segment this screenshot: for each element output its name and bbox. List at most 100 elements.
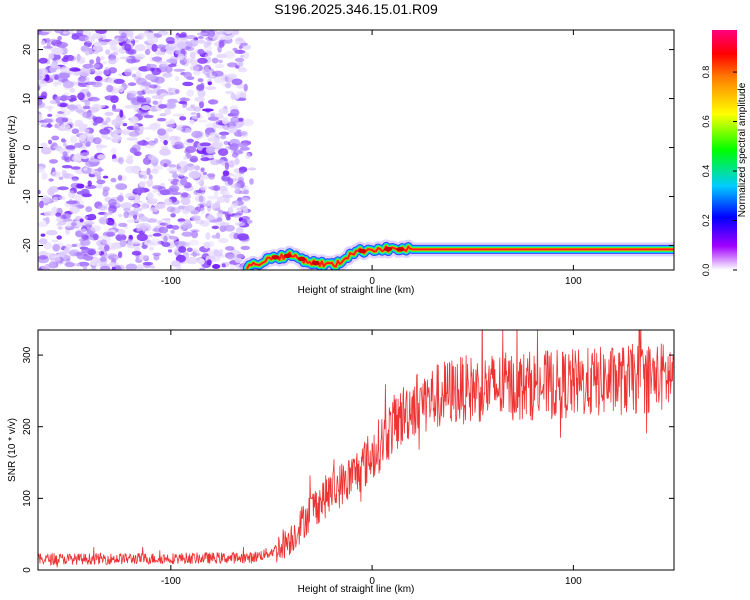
heatmap-noise-blob	[101, 60, 108, 65]
heatmap-noise-blob	[138, 181, 146, 188]
colorbar-axes: 0.0 0.2 0.4 0.6 0.8	[701, 66, 737, 276]
heatmap-noise-blob	[189, 39, 199, 47]
heatmap-noise-blob	[227, 253, 236, 261]
heatmap-noise-blob	[204, 53, 210, 60]
heatmap-noise-blob	[216, 196, 226, 203]
heatmap-noise-blob	[46, 40, 51, 49]
heatmap-noise-blob	[180, 241, 187, 247]
snr-xtick-label: 0	[369, 576, 375, 587]
heatmap-noise-blob	[64, 262, 75, 268]
spectrogram-xtick-label: -100	[161, 276, 181, 287]
heatmap-noise-blob	[118, 213, 123, 218]
heatmap-noise-blob	[163, 235, 168, 243]
heatmap-noise-blob	[84, 239, 91, 246]
heatmap-noise-blob	[155, 203, 166, 210]
heatmap-noise-blob	[86, 91, 91, 97]
heatmap-noise-blob	[176, 41, 187, 49]
heatmap-noise-blob	[243, 189, 249, 195]
heatmap-noise-blob	[197, 78, 204, 83]
heatmap-noise-blob	[232, 173, 244, 178]
heatmap-noise-blob	[109, 261, 119, 267]
heatmap-noise-blob	[159, 148, 171, 156]
heatmap-noise-blob	[38, 73, 46, 81]
heatmap-noise-blob	[220, 135, 227, 140]
heatmap-noise-blob	[201, 154, 206, 158]
heatmap-noise-blob	[206, 214, 215, 221]
heatmap-noise-blob	[52, 196, 59, 203]
heatmap-noise-blob	[168, 63, 177, 68]
heatmap-noise-blob	[50, 62, 59, 69]
heatmap-noise-blob	[205, 232, 211, 240]
heatmap-noise-blob	[136, 90, 146, 96]
heatmap-noise-blob	[81, 144, 87, 150]
heatmap-noise-blob	[212, 35, 218, 41]
heatmap-noise-blob	[80, 45, 90, 52]
heatmap-noise-blob	[123, 210, 129, 219]
heatmap-noise-blob	[124, 43, 132, 52]
heatmap-noise-blob	[99, 128, 111, 135]
heatmap-noise-blob	[178, 100, 188, 105]
heatmap-noise-blob	[54, 30, 65, 34]
heatmap-noise-blob	[82, 255, 92, 260]
heatmap-noise-blob	[81, 247, 92, 254]
heatmap-noise-blob	[213, 185, 221, 192]
heatmap-noise-blob	[206, 173, 216, 178]
heatmap-noise-blob	[107, 246, 118, 250]
heatmap-noise-blob	[51, 48, 64, 55]
heatmap-noise-blob	[222, 194, 233, 198]
heatmap-noise-blob	[92, 116, 97, 121]
heatmap-noise-blob	[66, 222, 72, 228]
heatmap-noise-blob	[144, 89, 157, 94]
heatmap-noise-blob	[161, 242, 171, 247]
heatmap-noise-blob	[78, 238, 85, 242]
heatmap-noise-blob	[61, 117, 69, 123]
snr-ytick-label: 200	[22, 418, 33, 435]
heatmap-noise-blob	[235, 91, 247, 95]
heatmap-noise-blob	[60, 214, 67, 220]
heatmap-noise-blob	[172, 172, 179, 179]
heatmap-noise-blob	[55, 260, 64, 265]
heatmap-noise-blob	[147, 36, 159, 44]
heatmap-noise-blob	[82, 105, 91, 110]
heatmap-noise-blob	[160, 182, 165, 187]
heatmap-noise-blob	[209, 132, 217, 137]
heatmap-noise-blob	[157, 30, 169, 36]
heatmap-noise-blob	[149, 265, 156, 269]
heatmap-noise-blob	[67, 55, 77, 62]
heatmap-noise-blob	[146, 167, 151, 176]
heatmap-noise-blob	[57, 226, 63, 230]
heatmap-noise-blob	[224, 39, 233, 44]
heatmap-noise-blob	[184, 163, 196, 171]
heatmap-noise-blob	[106, 231, 116, 237]
heatmap-noise-blob	[125, 263, 138, 270]
heatmap-noise-blob	[132, 126, 140, 132]
heatmap-noise-blob	[40, 146, 52, 155]
heatmap-noise-blob	[129, 116, 139, 124]
heatmap-noise-blob	[184, 149, 191, 155]
heatmap-noise-blob	[39, 238, 48, 245]
heatmap-noise-blob	[41, 91, 48, 98]
heatmap-noise-blob	[205, 86, 217, 91]
heatmap-noise-blob	[162, 72, 173, 78]
heatmap-noise-blob	[84, 100, 91, 107]
heatmap-noise-blob	[118, 86, 125, 93]
heatmap-noise-blob	[128, 93, 136, 99]
heatmap-noise-blob	[152, 100, 159, 105]
heatmap-noise-blob	[152, 189, 158, 193]
carrier-hotspot	[358, 248, 367, 254]
heatmap-noise-blob	[85, 206, 93, 213]
heatmap-noise-blob	[204, 66, 209, 71]
heatmap-noise-blob	[97, 205, 108, 211]
heatmap-noise-blob	[48, 53, 55, 60]
heatmap-noise-blob	[197, 35, 204, 40]
colorbar-tick-label: 0.2	[701, 214, 711, 227]
heatmap-noise-blob	[139, 216, 149, 222]
heatmap-noise-blob	[38, 251, 48, 256]
heatmap-noise-blob	[236, 253, 245, 259]
heatmap-noise-blob	[189, 119, 195, 125]
heatmap-noise-blob	[203, 41, 209, 48]
heatmap-noise-blob	[152, 56, 163, 62]
heatmap-noise-blob	[118, 73, 123, 77]
heatmap-noise-blob	[152, 233, 162, 237]
heatmap-noise-blob	[237, 142, 249, 148]
